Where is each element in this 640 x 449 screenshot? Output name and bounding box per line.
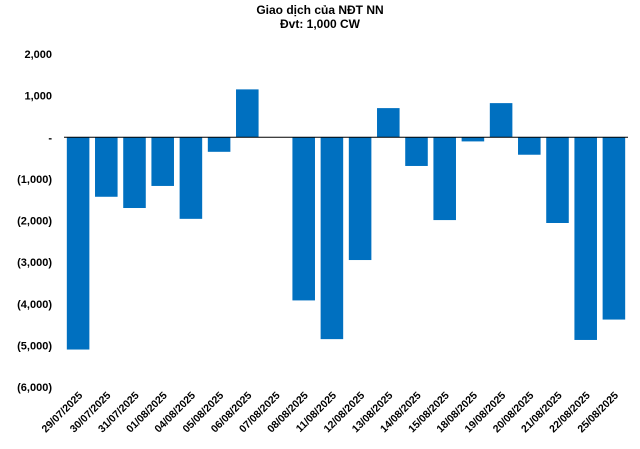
chart-subtitle: Đvt: 1,000 CW [279, 17, 361, 31]
bar [236, 89, 259, 138]
y-tick-label: 1,000 [24, 91, 52, 103]
y-tick-label: (1,000) [17, 174, 52, 186]
bar [207, 137, 231, 152]
bar [95, 137, 118, 197]
bar [405, 137, 428, 166]
y-axis: 2,000 1,000 - (1,000) (2,000) (3,000) (4,000) (… [17, 49, 52, 394]
bar [377, 108, 400, 138]
bar [433, 137, 456, 221]
bar [151, 137, 174, 186]
bar [292, 137, 315, 301]
y-tick-label: (2,000) [17, 216, 52, 228]
chart-title: Giao dịch của NĐT NN [256, 3, 384, 17]
y-tick-label: (3,000) [17, 257, 52, 269]
bar [66, 137, 90, 350]
y-tick-label: (6,000) [17, 382, 52, 394]
y-tick-label: (4,000) [17, 299, 52, 311]
bar [546, 137, 569, 223]
bar [602, 137, 626, 320]
bar [518, 137, 541, 155]
bar [348, 137, 372, 261]
bar-series [66, 89, 626, 350]
y-tick-label: - [48, 132, 52, 144]
bar [489, 103, 513, 138]
bar [179, 137, 203, 219]
bar [123, 137, 146, 209]
bar [320, 137, 344, 340]
bar [461, 137, 485, 142]
y-tick-label: 2,000 [24, 49, 52, 61]
y-tick-label: (5,000) [17, 340, 52, 352]
x-axis: 29/07/202530/07/202531/07/202501/08/2025… [40, 390, 622, 436]
bar [574, 137, 597, 340]
